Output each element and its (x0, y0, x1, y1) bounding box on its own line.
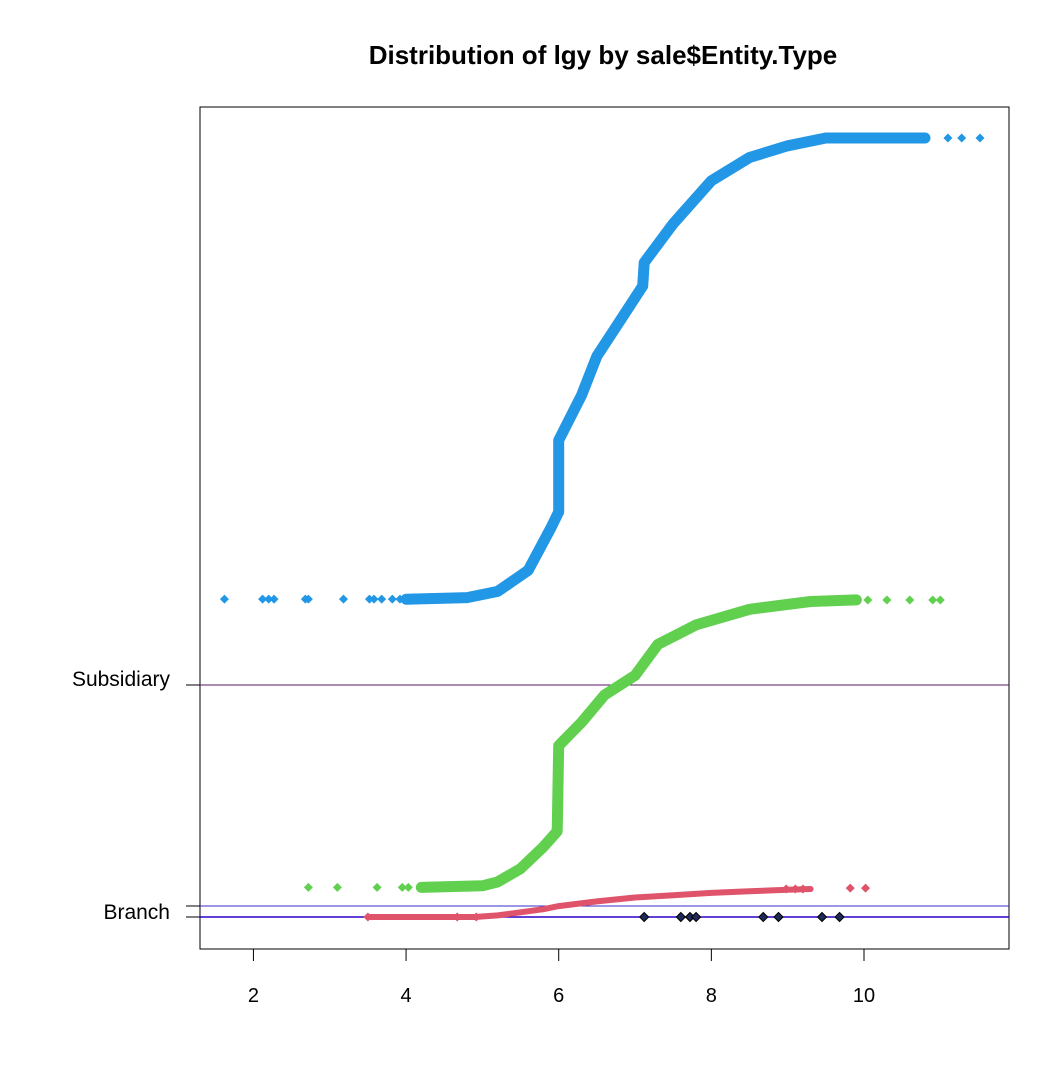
data-point (882, 595, 892, 605)
data-point (303, 594, 313, 604)
data-point (395, 594, 405, 604)
y-group-label-subsidiary: Subsidiary (72, 668, 171, 691)
series-points (219, 133, 985, 923)
series-curve (364, 886, 814, 920)
data-point (845, 883, 855, 893)
data-point (258, 594, 268, 604)
data-point (943, 133, 953, 143)
x-tick-label: 8 (706, 985, 717, 1007)
x-tick-label: 2 (248, 985, 259, 1007)
series-curve (415, 594, 862, 893)
data-point (790, 884, 800, 894)
data-point (364, 594, 374, 604)
data-point (387, 594, 397, 604)
chart-title: Distribution of lgy by sale$Entity.Type (369, 40, 838, 70)
data-point (675, 911, 687, 923)
data-point (369, 594, 379, 604)
data-point (269, 594, 279, 604)
data-point (935, 595, 945, 605)
data-point (975, 133, 985, 143)
data-point (834, 911, 845, 923)
data-point (303, 882, 313, 892)
data-point (781, 884, 791, 894)
data-point (332, 882, 342, 892)
data-point (403, 882, 413, 892)
series-curves (364, 132, 931, 920)
data-point (758, 911, 769, 923)
x-tick-label: 4 (401, 985, 412, 1007)
data-point (773, 911, 784, 923)
data-point (397, 882, 407, 892)
x-tick-label: 6 (553, 985, 564, 1007)
series-curve (400, 132, 931, 605)
group-baselines (200, 684, 1009, 918)
data-point (690, 911, 702, 923)
data-point (861, 883, 871, 893)
data-point (905, 595, 915, 605)
y-axis: Branch Subsidiary (72, 668, 200, 924)
data-point (363, 912, 373, 922)
data-point (816, 911, 828, 923)
data-point (928, 595, 938, 605)
x-tick-label: 10 (853, 985, 875, 1007)
data-point (863, 595, 873, 605)
data-point (219, 594, 229, 604)
data-point (957, 133, 967, 143)
data-point (798, 884, 808, 894)
data-point (452, 912, 462, 922)
data-point (471, 912, 481, 922)
data-point (638, 911, 650, 923)
data-point (372, 882, 382, 892)
data-point (338, 594, 348, 604)
plot-frame (199, 106, 1010, 950)
x-axis: 2 4 6 8 10 (248, 948, 875, 1007)
data-point (264, 594, 274, 604)
y-group-label-branch: Branch (103, 901, 170, 924)
data-point (377, 594, 387, 604)
